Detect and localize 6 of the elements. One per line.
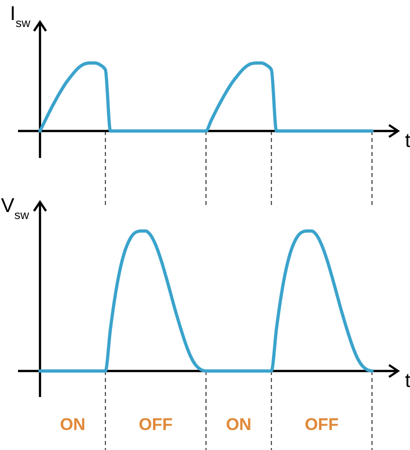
y-axis-title: I$_{sw}$ [10,3,31,30]
text: OFF [304,415,339,434]
y-axis-title: V$_{sw}$ [1,195,30,222]
text: ON [226,415,252,434]
text: ON [60,415,86,434]
text: OFF [138,415,173,434]
